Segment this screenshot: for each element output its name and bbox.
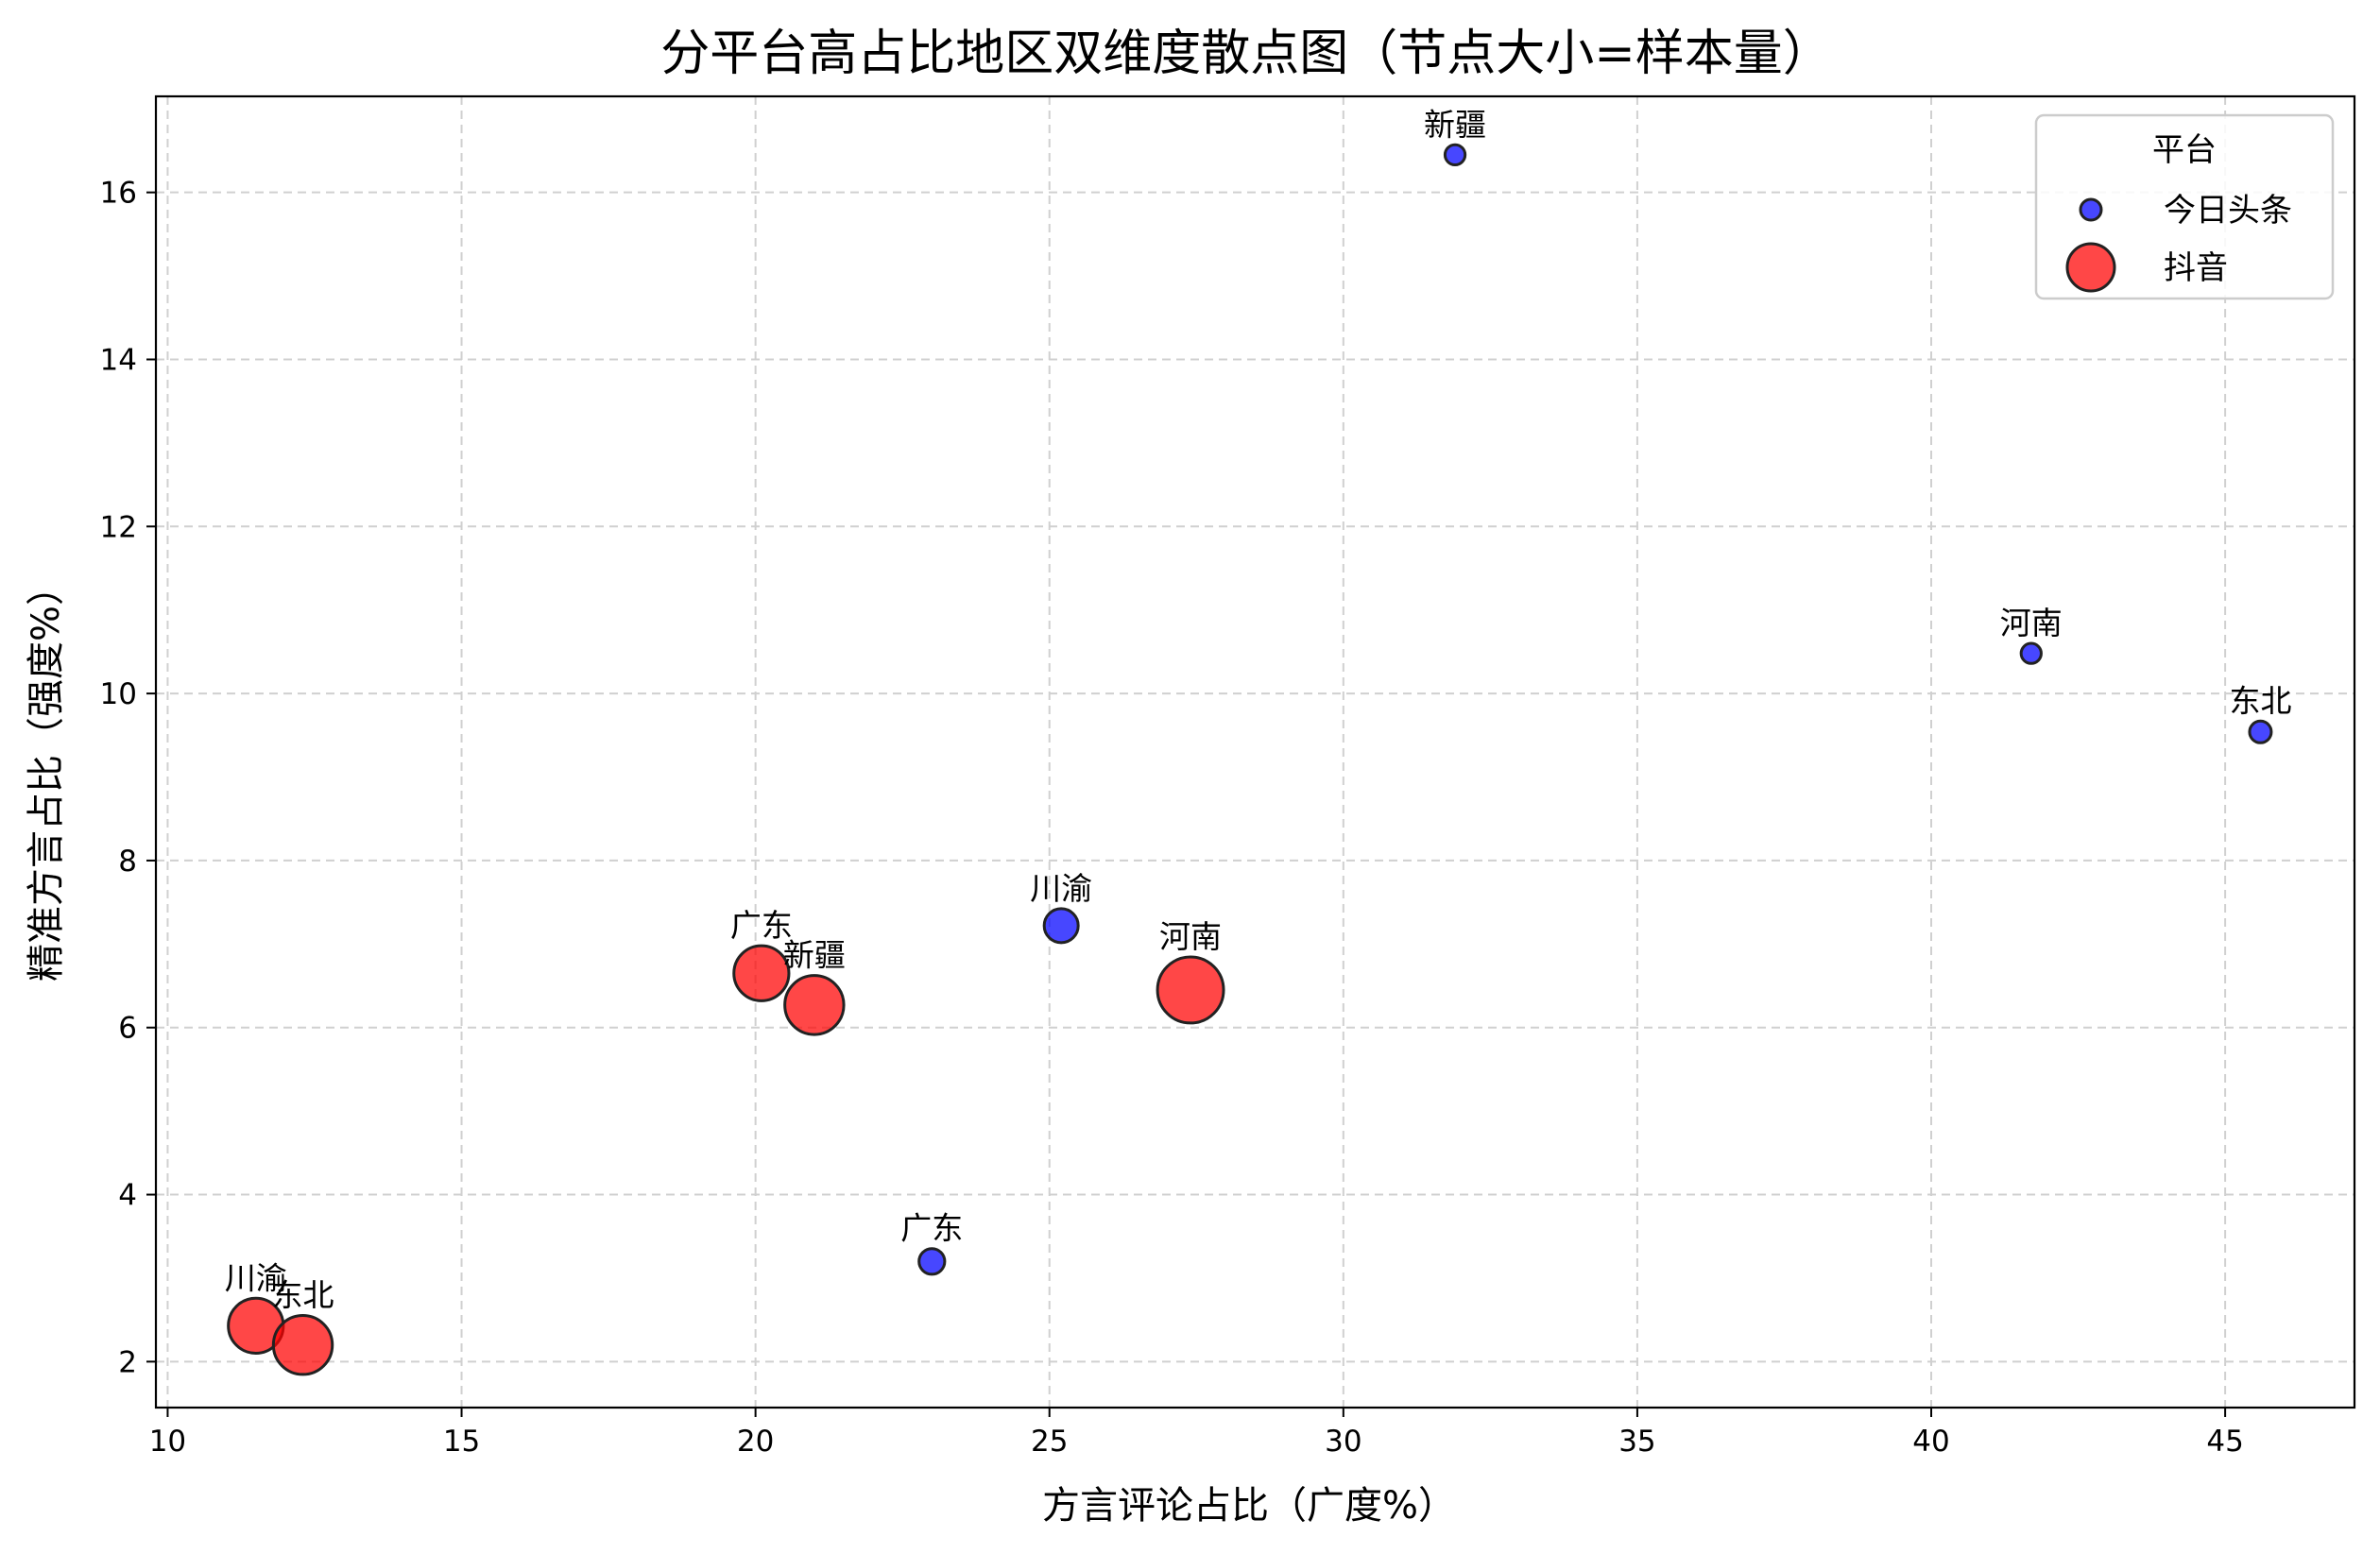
point-label: 川渝 [1030,870,1092,907]
y-tick-label: 16 [100,177,137,211]
point-label: 东北 [272,1276,334,1313]
scatter-point [732,944,791,1002]
scatter-point [2019,641,2043,665]
y-tick-label: 2 [118,1345,137,1379]
scatter-point [1042,907,1080,945]
x-tick-label: 20 [737,1425,774,1459]
y-tick-label: 10 [100,677,137,711]
legend-marker [2079,197,2103,222]
x-tick-label: 10 [149,1425,186,1459]
legend-title: 平台 [2152,131,2217,169]
point-label: 新疆 [1424,106,1486,143]
data-points [227,143,2273,1376]
point-label: 河南 [1159,918,1222,955]
y-tick-label: 4 [118,1179,137,1213]
point-label: 河南 [2000,605,2063,641]
point-label: 广东 [730,907,793,944]
x-tick-label: 25 [1031,1425,1068,1459]
axis-ticks: 10 15 20 25 30 35 40 45 2 4 6 8 10 12 14 16 [100,177,2244,1459]
x-tick-label: 15 [443,1425,480,1459]
scatter-point [2248,719,2273,744]
scatter-point [917,1247,947,1276]
point-label: 广东 [900,1210,963,1247]
y-tick-label: 12 [100,510,137,544]
scatter-point [1156,955,1225,1025]
legend-entry-label: 今日头条 [2164,192,2292,230]
y-axis-label: 精准方言占比（强度%） [25,568,68,982]
x-axis-label: 方言评论占比（广度%） [1042,1484,1456,1528]
x-tick-label: 40 [1912,1425,1949,1459]
x-tick-label: 35 [1618,1425,1655,1459]
plot-area-frame [154,94,2356,1409]
scatter-point [271,1313,334,1376]
scatter-point [1443,143,1467,167]
legend-entry-label: 抖音 [2164,249,2228,287]
y-tick-label: 8 [118,845,137,879]
x-tick-label: 45 [2206,1425,2243,1459]
point-label: 东北 [2229,682,2291,719]
point-label: 川渝 [225,1259,287,1296]
grid-lines [156,96,2354,1408]
x-tick-label: 30 [1325,1425,1361,1459]
y-tick-label: 6 [118,1012,137,1046]
chart-title: 分平台高占比地区双维度散点图（节点大小=样本量） [660,26,1832,82]
point-label: 新疆 [783,937,846,974]
legend-marker [2065,242,2116,293]
y-tick-label: 14 [100,343,137,377]
scatter-point [783,974,846,1036]
